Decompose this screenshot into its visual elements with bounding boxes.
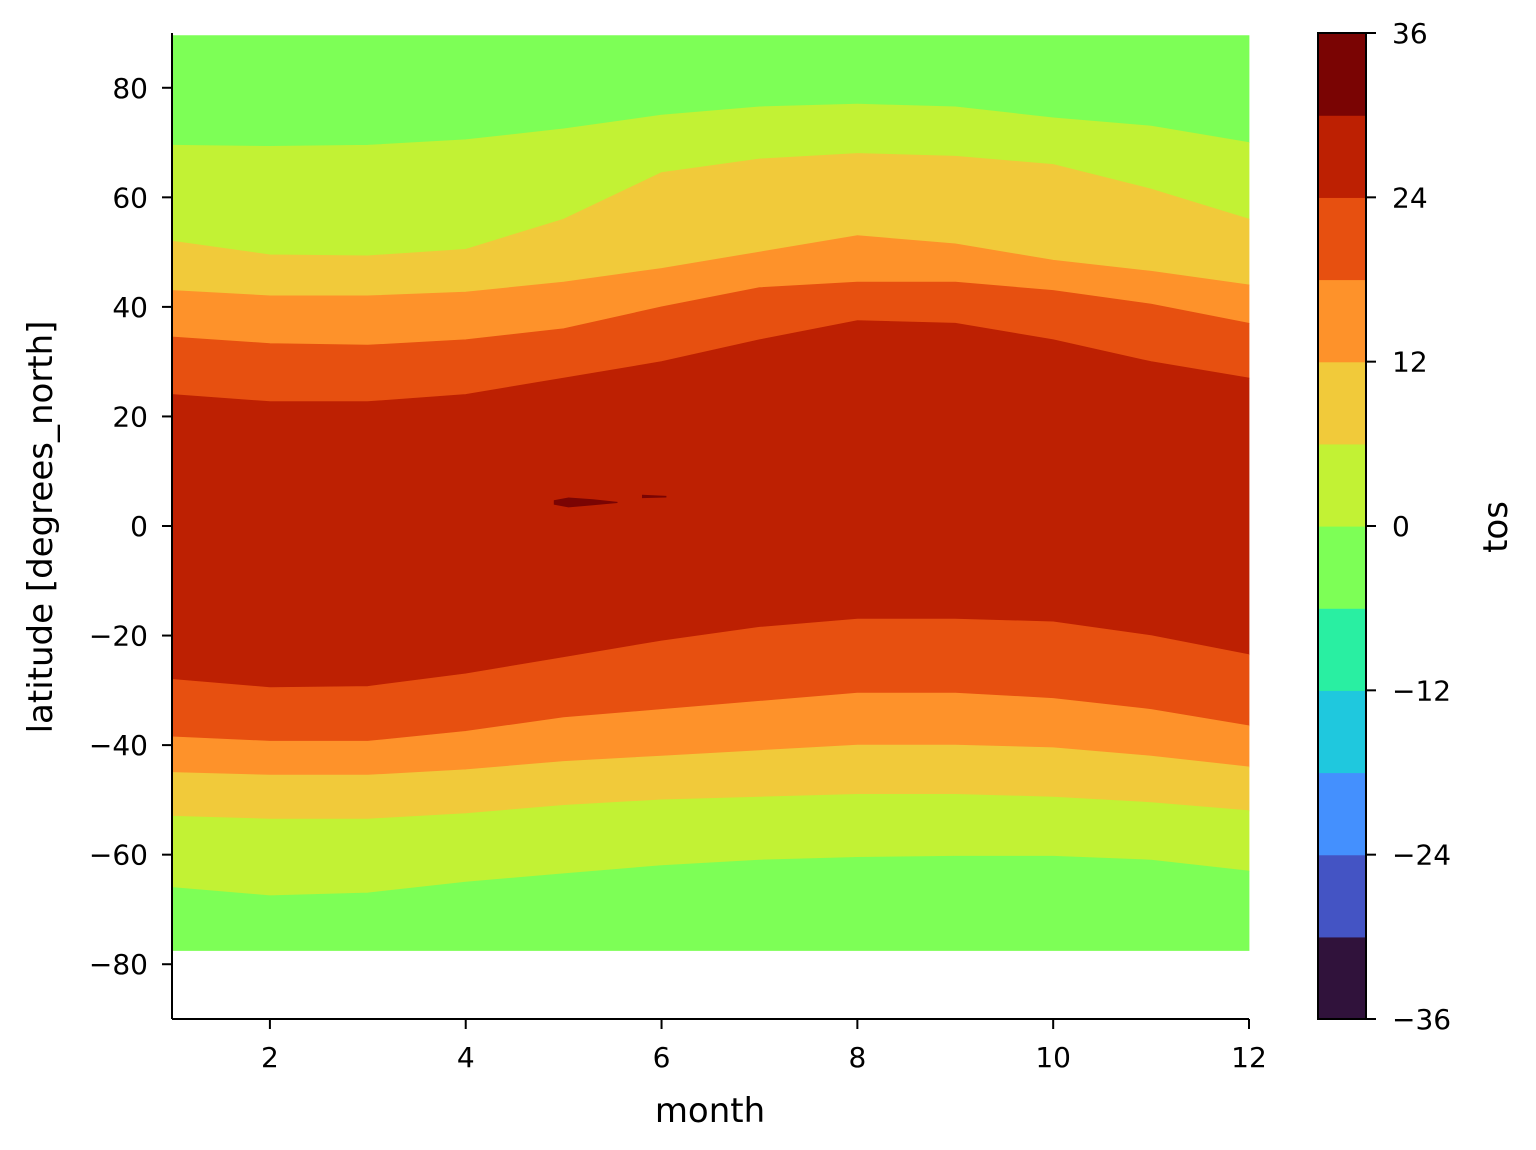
y-tick-label: −60 <box>89 839 148 872</box>
colorbar-segment <box>1318 197 1366 281</box>
warm-core-patch-1 <box>642 494 667 499</box>
colorbar-tick-label: 36 <box>1392 17 1428 50</box>
colorbar-segment <box>1318 772 1366 856</box>
x-axis-label: month <box>655 1091 765 1131</box>
y-tick-label: 0 <box>130 510 148 543</box>
axes: 2 4 6 8 10 12 −80 −60 −40 −20 0 20 40 60 80 <box>89 33 1267 1074</box>
colorbar-tick-label: 0 <box>1392 510 1410 543</box>
y-tick-label: 60 <box>112 181 148 214</box>
colorbar-segment <box>1318 361 1366 445</box>
contour-band--6-10 <box>171 855 1250 951</box>
y-tick-label: −80 <box>89 948 148 981</box>
y-axis-label: latitude [degrees_north] <box>21 321 61 734</box>
colorbar-segment <box>1318 443 1366 527</box>
colorbar-segment <box>1318 526 1366 609</box>
colorbar-tick-label: 24 <box>1392 181 1428 214</box>
warm-core-patch-0 <box>553 497 618 508</box>
colorbar-segment <box>1318 936 1366 1020</box>
colorbar-segment <box>1318 608 1366 691</box>
x-tick-label: 10 <box>1035 1041 1071 1074</box>
y-tick-label: −20 <box>89 620 148 653</box>
colorbar-tick-label: −36 <box>1392 1003 1451 1036</box>
y-tick-label: 80 <box>112 72 148 105</box>
y-tick-label: 40 <box>112 291 148 324</box>
x-tick-label: 6 <box>653 1041 671 1074</box>
colorbar-tick-label: 12 <box>1392 346 1428 379</box>
colorbar: −36 −24 −12 0 12 24 36 <box>1317 17 1451 1036</box>
x-tick-label: 8 <box>848 1041 866 1074</box>
colorbar-label: tos <box>1476 501 1516 553</box>
x-tick-label: 2 <box>261 1041 279 1074</box>
colorbar-segment <box>1318 279 1366 363</box>
colorbar-segment <box>1318 854 1366 938</box>
colorbar-segment <box>1318 33 1366 116</box>
colorbar-segment <box>1318 690 1366 774</box>
plot-area <box>171 35 1250 951</box>
colorbar-tick-label: −24 <box>1392 839 1451 872</box>
x-tick-label: 4 <box>457 1041 475 1074</box>
y-tick-label: 20 <box>112 400 148 433</box>
y-tick-label: −40 <box>89 729 148 762</box>
colorbar-tick-label: −12 <box>1392 674 1451 707</box>
x-tick-label: 12 <box>1231 1041 1267 1074</box>
colorbar-segment <box>1318 115 1366 198</box>
